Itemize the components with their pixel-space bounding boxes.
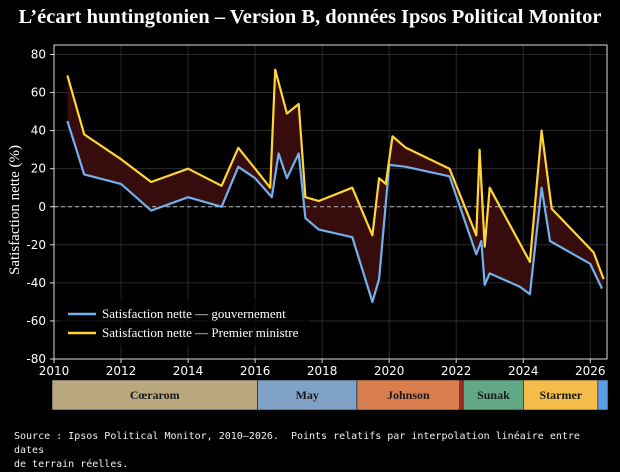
y-tick-label: -40 bbox=[26, 276, 46, 290]
source-note: Source : Ipsos Political Monitor, 2010–2… bbox=[14, 431, 580, 470]
era-block bbox=[462, 379, 525, 411]
x-tick-label: 2018 bbox=[307, 364, 338, 378]
era-block bbox=[523, 379, 599, 411]
x-tick-label: 2014 bbox=[173, 364, 204, 378]
y-tick-label: -80 bbox=[26, 352, 46, 366]
series-line-gouvernement bbox=[66, 120, 603, 303]
axes bbox=[50, 44, 608, 363]
chart-canvas: 2010 2012 2014 2016 2018 2020 2022 2024 2026 -80… bbox=[7, 44, 609, 411]
era-label: Cœrarom bbox=[130, 388, 180, 402]
y-tick-label: -60 bbox=[26, 314, 46, 328]
x-tick-label: 2012 bbox=[106, 364, 137, 378]
era-block bbox=[257, 379, 358, 411]
y-tick-label: 60 bbox=[31, 86, 46, 100]
y-tick-label: 0 bbox=[38, 200, 46, 214]
y-tick-label: -20 bbox=[26, 238, 46, 252]
legend: Satisfaction nette — gouvernement Satisf… bbox=[60, 298, 310, 346]
y-tick-label: 20 bbox=[31, 162, 46, 176]
y-tick-label: 80 bbox=[31, 48, 46, 62]
legend-label-gouvernement: Satisfaction nette — gouvernement bbox=[102, 306, 286, 321]
x-tick-label: 2024 bbox=[508, 364, 539, 378]
era-label: Sunak bbox=[477, 388, 510, 402]
era-block bbox=[597, 379, 609, 411]
fill-area bbox=[67, 69, 604, 302]
y-tick-labels: -80 -60 -40 -20 0 20 40 60 80 bbox=[26, 48, 46, 366]
chart-title: L’écart huntingtonien – Version B, donné… bbox=[18, 6, 602, 28]
x-tick-label: 2010 bbox=[39, 364, 70, 378]
x-tick-label: 2016 bbox=[240, 364, 271, 378]
y-axis-label: Satisfaction nette (%) bbox=[7, 145, 23, 275]
x-tick-label: 2022 bbox=[441, 364, 472, 378]
legend-label-premier-ministre: Satisfaction nette — Premier ministre bbox=[102, 325, 299, 340]
era-block bbox=[356, 379, 460, 411]
gap-fill bbox=[67, 69, 604, 302]
legend-box bbox=[60, 298, 310, 346]
x-tick-label: 2026 bbox=[575, 364, 606, 378]
y-tick-label: 40 bbox=[31, 124, 46, 138]
era-band: Cœrarom May Johnson Sunak Starmer bbox=[51, 379, 609, 411]
era-label: Johnson bbox=[387, 388, 430, 402]
series-lines bbox=[66, 68, 605, 303]
x-tick-labels: 2010 2012 2014 2016 2018 2020 2022 2024 2026 bbox=[39, 364, 606, 378]
x-tick-label: 2020 bbox=[374, 364, 405, 378]
era-block bbox=[459, 379, 464, 411]
plot-frame bbox=[53, 44, 608, 360]
series-line-premier-ministre bbox=[66, 68, 605, 280]
era-label: Starmer bbox=[539, 388, 582, 402]
era-label: May bbox=[296, 388, 319, 402]
